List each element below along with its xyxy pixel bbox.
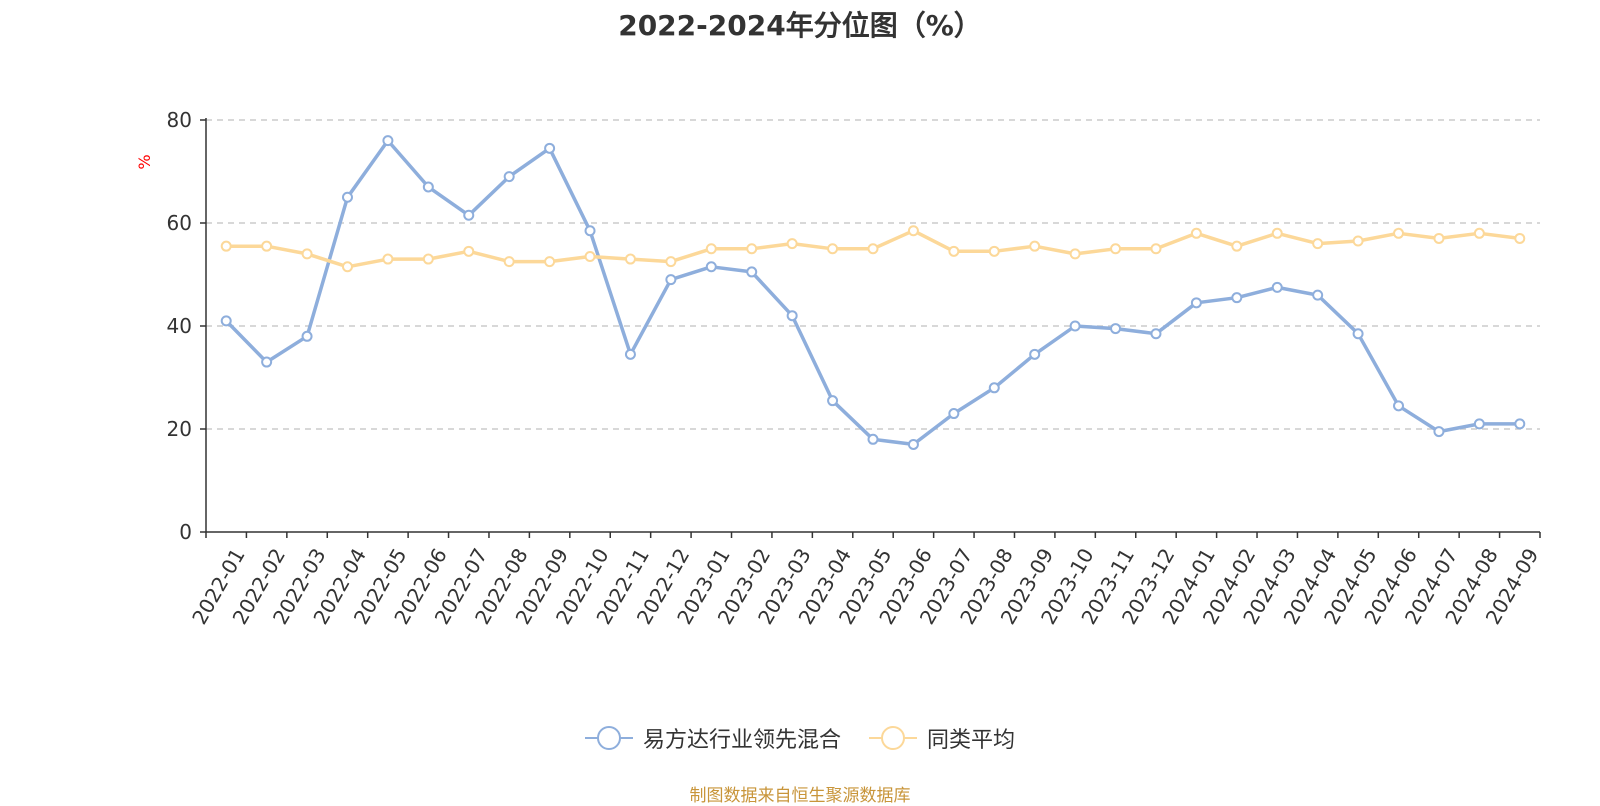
series-1-point[interactable]: [463, 209, 475, 221]
series-line-1: [224, 138, 1520, 447]
series-2-point[interactable]: [1473, 227, 1485, 239]
series-1-point[interactable]: [1352, 328, 1364, 340]
series-1-point[interactable]: [786, 310, 798, 322]
series-2-point[interactable]: [746, 243, 758, 255]
series-2-point[interactable]: [867, 243, 879, 255]
series-1-point[interactable]: [1393, 400, 1405, 412]
series-2-point[interactable]: [463, 245, 475, 257]
series-2-point[interactable]: [1433, 232, 1445, 244]
series-1-point[interactable]: [1069, 320, 1081, 332]
series-2-point[interactable]: [301, 248, 313, 260]
series-2-point[interactable]: [988, 245, 1000, 257]
y-tick-label: 0: [179, 520, 192, 544]
series-1-point[interactable]: [665, 274, 677, 286]
series-1-point[interactable]: [988, 382, 1000, 394]
series-1-point[interactable]: [503, 171, 515, 183]
series-1-point[interactable]: [1190, 297, 1202, 309]
series-2-point[interactable]: [1069, 248, 1081, 260]
series-2-point[interactable]: [1271, 227, 1283, 239]
series-2-point[interactable]: [1190, 227, 1202, 239]
series-1-point[interactable]: [907, 438, 919, 450]
series-1-point[interactable]: [301, 330, 313, 342]
series-1-point[interactable]: [1312, 289, 1324, 301]
series-1-point[interactable]: [544, 142, 556, 154]
series-2-point[interactable]: [1231, 240, 1243, 252]
series-2-point[interactable]: [261, 240, 273, 252]
series-2-point[interactable]: [422, 253, 434, 265]
series-1-point[interactable]: [746, 266, 758, 278]
series-2-point[interactable]: [786, 238, 798, 250]
legend-item-series-2[interactable]: 同类平均: [869, 722, 1015, 754]
series-1-point[interactable]: [1473, 418, 1485, 430]
legend-item-series-1[interactable]: 易方达行业领先混合: [584, 722, 841, 754]
series-1-point[interactable]: [220, 315, 232, 327]
y-tick-label: 40: [167, 314, 192, 338]
source-note: 制图数据来自恒生聚源数据库: [689, 786, 911, 806]
series-2-point[interactable]: [948, 245, 960, 257]
series-2-point[interactable]: [1029, 240, 1041, 252]
series-1-point[interactable]: [1029, 348, 1041, 360]
series-1-point[interactable]: [1150, 328, 1162, 340]
axis-layer: 0204060802022-012022-022022-032022-04202…: [167, 108, 1544, 628]
legend-swatch-series-2: [869, 726, 917, 750]
grid-layer: [206, 119, 1540, 430]
series-1-point[interactable]: [422, 181, 434, 193]
series-2-point[interactable]: [341, 261, 353, 273]
series-1-point[interactable]: [1433, 426, 1445, 438]
series-layer: [220, 135, 1526, 450]
series-1-point[interactable]: [341, 191, 353, 203]
series-2-point[interactable]: [705, 243, 717, 255]
series-2-point[interactable]: [584, 250, 596, 262]
series-1-point[interactable]: [382, 135, 394, 147]
series-1-point[interactable]: [827, 395, 839, 407]
series-1-point[interactable]: [261, 356, 273, 368]
series-2-point[interactable]: [1312, 238, 1324, 250]
series-2-point[interactable]: [503, 256, 515, 268]
y-axis-label: %: [135, 154, 154, 169]
series-1-point[interactable]: [624, 348, 636, 360]
y-tick-label: 60: [167, 211, 192, 235]
series-1-point[interactable]: [705, 261, 717, 273]
series-1-point[interactable]: [1231, 292, 1243, 304]
series-2-point[interactable]: [1150, 243, 1162, 255]
chart-title: 2022-2024年分位图（%）: [618, 9, 982, 42]
series-2-point[interactable]: [1393, 227, 1405, 239]
series-2-point[interactable]: [624, 253, 636, 265]
series-1-point[interactable]: [867, 433, 879, 445]
series-1-point[interactable]: [1514, 418, 1526, 430]
series-1-point[interactable]: [948, 408, 960, 420]
series-2-point[interactable]: [220, 240, 232, 252]
series-2-point[interactable]: [665, 256, 677, 268]
y-tick-label: 20: [167, 417, 192, 441]
series-2-point[interactable]: [1514, 232, 1526, 244]
series-2-point[interactable]: [827, 243, 839, 255]
series-2-point[interactable]: [544, 256, 556, 268]
series-2-point[interactable]: [907, 225, 919, 237]
legend: 易方达行业领先混合 同类平均: [0, 722, 1600, 754]
series-2-point[interactable]: [382, 253, 394, 265]
legend-swatch-series-1: [584, 726, 633, 750]
legend-label-series-1: 易方达行业领先混合: [642, 728, 841, 753]
series-2-point[interactable]: [1352, 235, 1364, 247]
series-2-point[interactable]: [1110, 243, 1122, 255]
series-1-point[interactable]: [1271, 281, 1283, 293]
legend-label-series-2: 同类平均: [927, 728, 1016, 753]
series-1-point[interactable]: [1110, 323, 1122, 335]
y-tick-label: 80: [167, 108, 192, 132]
series-1-point[interactable]: [584, 225, 596, 237]
